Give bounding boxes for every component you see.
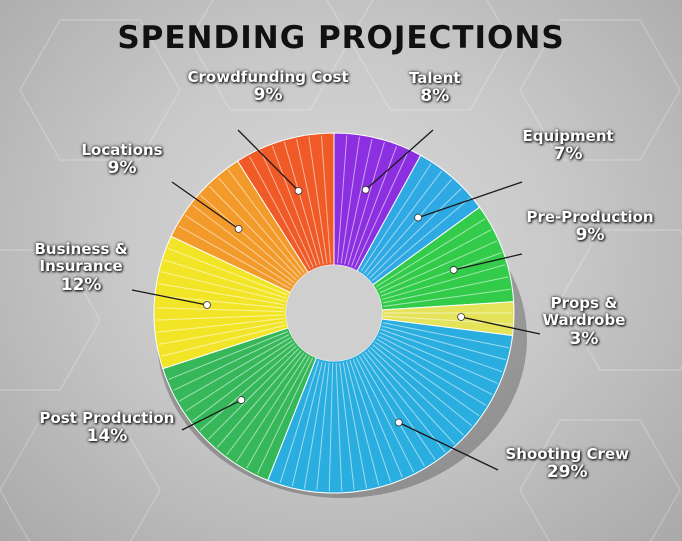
slice-crowdfunding-cost — [236, 132, 335, 274]
slice-label-post-production: Post Production 14% — [39, 408, 175, 446]
slice-pre-production — [372, 206, 515, 311]
slice-dot-props-wardrobe — [457, 313, 466, 321]
leader-line-post-production — [181, 399, 242, 431]
slice-value-pre-production: 9% — [575, 224, 605, 245]
slice-value-crowdfunding-cost: 9% — [253, 84, 283, 105]
slice-value-equipment: 7% — [553, 143, 583, 164]
slice-dot-locations — [234, 224, 243, 233]
slice-value-props-wardrobe: 3% — [569, 328, 599, 349]
slice-label-pre-production: Pre-Production 9% — [526, 207, 654, 245]
slice-label-talent: Talent 8% — [409, 68, 461, 106]
slice-post-production — [162, 327, 317, 482]
slice-label-crowdfunding-cost: Crowdfunding Cost 9% — [187, 67, 349, 105]
leader-line-pre-production — [453, 253, 523, 271]
chart-title: SPENDING PROJECTIONS — [117, 20, 565, 56]
slice-dot-post-production — [237, 396, 246, 404]
slice-label-business-insurance: Business & Insurance 12% — [34, 240, 128, 295]
leader-line-shooting-crew — [398, 421, 499, 471]
leader-line-equipment — [417, 181, 523, 219]
slice-dot-talent — [361, 185, 370, 194]
leader-line-talent — [365, 129, 434, 191]
slice-label-equipment: Equipment 7% — [522, 126, 614, 164]
slice-value-post-production: 14% — [86, 425, 128, 446]
leader-line-locations — [171, 181, 239, 230]
slice-label-locations: Locations 9% — [81, 140, 163, 178]
slice-label-shooting-crew: Shooting Crew 29% — [505, 444, 629, 482]
slice-dot-pre-production — [449, 266, 458, 274]
leader-line-crowdfunding-cost — [237, 129, 299, 192]
chart-center-hole — [286, 265, 382, 361]
slice-dot-equipment — [414, 213, 423, 222]
leader-line-business-insurance — [131, 289, 208, 306]
slice-value-business-insurance: 12% — [60, 274, 102, 295]
slice-dot-crowdfunding-cost — [294, 186, 303, 195]
leader-line-props-wardrobe — [461, 316, 541, 335]
slice-shooting-crew — [267, 318, 514, 494]
slice-value-talent: 8% — [420, 85, 450, 106]
slice-dot-shooting-crew — [394, 418, 403, 427]
slice-dot-business-insurance — [203, 301, 211, 309]
slice-label-props-wardrobe: Props & Wardrobe 3% — [542, 294, 626, 349]
slice-value-shooting-crew: 29% — [546, 461, 588, 482]
slice-value-locations: 9% — [107, 157, 137, 178]
